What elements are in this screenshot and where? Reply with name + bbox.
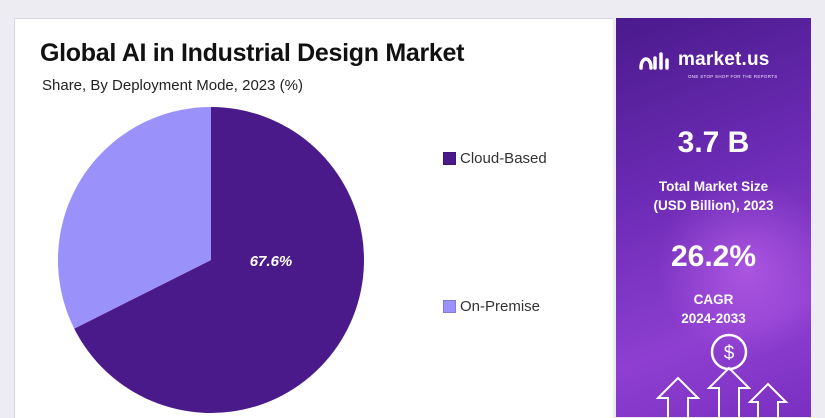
cagr-label-2: 2024-2033 xyxy=(681,311,746,326)
chart-title: Global AI in Industrial Design Market xyxy=(40,39,465,67)
legend-item-cloud-based: Cloud-Based xyxy=(443,150,547,167)
brand-logo: market.us xyxy=(638,48,770,72)
legend-swatch-on-premise xyxy=(443,300,456,313)
pie-chart: 67.6% xyxy=(57,107,365,413)
summary-panel: market.us ONE STOP SHOP FOR THE REPORTS … xyxy=(616,18,811,417)
market-size-value: 3.7 B xyxy=(677,126,750,159)
panel-glow xyxy=(656,178,811,358)
market-us-logo-icon xyxy=(639,52,669,70)
chart-card: Global AI in Industrial Design Market Sh… xyxy=(14,18,613,418)
dollar-growth-arrows-icon: $ xyxy=(655,333,789,417)
pie-slice-on-premise xyxy=(57,107,212,329)
legend-label-on-premise: On-Premise xyxy=(460,298,541,315)
brand-tagline: ONE STOP SHOP FOR THE REPORTS xyxy=(688,74,778,79)
market-size-label-2: (USD Billion), 2023 xyxy=(653,198,774,213)
legend-label-cloud-based: Cloud-Based xyxy=(460,150,547,167)
pie-slice-cloud-based xyxy=(74,107,365,413)
data-label-cloud-based: 67.6% xyxy=(250,253,293,270)
market-size-label-1: Total Market Size xyxy=(658,179,769,194)
svg-text:$: $ xyxy=(724,343,735,364)
cagr-value: 26.2% xyxy=(670,240,757,273)
legend-item-on-premise: On-Premise xyxy=(443,298,540,315)
cagr-label-1: CAGR xyxy=(693,292,734,307)
brand-name: market.us xyxy=(678,49,770,70)
legend-swatch-cloud-based xyxy=(443,152,456,165)
chart-subtitle: Share, By Deployment Mode, 2023 (%) xyxy=(42,77,303,94)
